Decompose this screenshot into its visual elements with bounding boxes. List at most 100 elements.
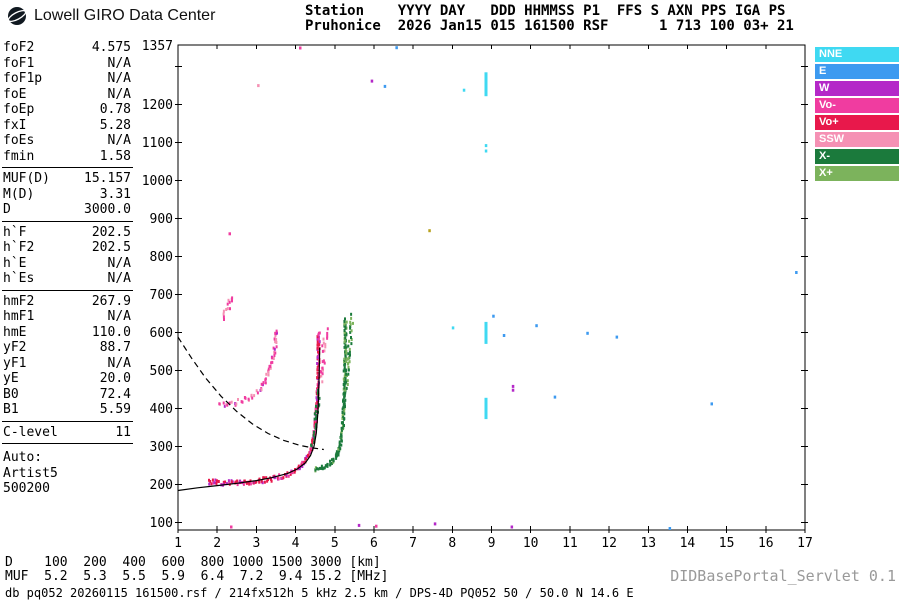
svg-text:700: 700 xyxy=(150,288,173,303)
svg-text:17: 17 xyxy=(797,536,813,551)
param-label: foEp xyxy=(3,102,35,117)
svg-text:5: 5 xyxy=(331,536,339,551)
svg-text:1100: 1100 xyxy=(142,136,173,151)
plot-frame xyxy=(177,44,806,531)
param-value: 72.4 xyxy=(99,386,131,402)
param-value: 88.7 xyxy=(99,340,131,355)
param-label: fxI xyxy=(3,117,27,133)
param-row-hmf1: hmF1 N/A xyxy=(2,309,133,325)
param-label: foF2 xyxy=(3,40,35,55)
svg-text:900: 900 xyxy=(150,212,173,227)
param-row-clevel: C-level 11 xyxy=(2,425,133,441)
param-row-fmin: fmin 1.58 xyxy=(2,149,133,165)
param-row-fof1p: foF1p N/A xyxy=(2,71,133,87)
param-label: h`Es xyxy=(3,271,35,286)
param-value: 3.31 xyxy=(99,186,131,202)
dmuf-table: D 100 200 400 600 800 1000 1500 3000 [km… xyxy=(5,555,389,584)
param-value: 15.157 xyxy=(84,171,131,186)
svg-text:1: 1 xyxy=(174,536,182,551)
param-value: 202.5 xyxy=(91,240,131,255)
param-label: hmF2 xyxy=(3,293,35,309)
param-value: N/A xyxy=(107,86,131,102)
param-row-hes: h`Es N/A xyxy=(2,271,133,287)
param-value: 11 xyxy=(115,424,131,440)
param-row-b0: B0 72.4 xyxy=(2,387,133,403)
param-row-yf1: yF1 N/A xyxy=(2,356,133,372)
param-value: N/A xyxy=(107,255,131,271)
svg-text:10: 10 xyxy=(523,536,539,551)
legend-item-vo+: Vo+ xyxy=(815,115,899,130)
param-row-hme: hmE 110.0 xyxy=(2,325,133,341)
legend-item-w: W xyxy=(815,81,899,96)
param-value: 0.78 xyxy=(99,102,131,117)
param-label: yF1 xyxy=(3,355,27,371)
svg-text:100: 100 xyxy=(150,516,173,531)
param-value: N/A xyxy=(107,133,131,148)
svg-text:500: 500 xyxy=(150,364,173,379)
station-info-values: Pruhonice 2026 Jan15 015 161500 RSF 1 71… xyxy=(305,18,794,34)
rfi-interference-bars xyxy=(484,72,488,420)
svg-text:4: 4 xyxy=(292,536,300,551)
param-label: h`E xyxy=(3,255,27,271)
autoscaling-block: Auto: Artist5 500200 xyxy=(2,450,133,497)
svg-text:200: 200 xyxy=(150,478,173,493)
param-value: 4.575 xyxy=(91,40,131,55)
param-label: hmE xyxy=(3,324,27,340)
model-dashed-curve xyxy=(177,336,324,451)
legend-item-ssw: SSW xyxy=(815,132,899,147)
status-bar: db pq052 20260115 161500.rsf / 214fx512h… xyxy=(5,586,634,600)
station-info-block: Station YYYY DAY DDD HHMMSS P1 FFS S AXN… xyxy=(305,4,794,34)
param-value: N/A xyxy=(107,309,131,324)
param-row-yf2: yF2 88.7 xyxy=(2,340,133,356)
autoscaling-line: Artist5 xyxy=(3,465,58,481)
svg-text:16: 16 xyxy=(758,536,774,551)
param-row-d: D 3000.0 xyxy=(2,202,133,218)
param-label: fmin xyxy=(3,148,35,164)
svg-text:13: 13 xyxy=(640,536,656,551)
param-row-fof2: foF2 4.575 xyxy=(2,40,133,56)
param-label: B1 xyxy=(3,402,19,417)
svg-text:7: 7 xyxy=(409,536,417,551)
param-label: foE xyxy=(3,86,27,102)
param-value: 110.0 xyxy=(91,324,131,340)
param-row-hmf2: hmF2 267.9 xyxy=(2,294,133,310)
svg-text:9: 9 xyxy=(488,536,496,551)
ionogram-echo-points xyxy=(208,46,798,530)
param-label: C-level xyxy=(3,424,58,440)
param-value: 5.59 xyxy=(99,402,131,417)
param-label: D xyxy=(3,202,11,217)
param-group: foF2 4.575 foF1 N/A foF1p N/A foE N/A foEp 0.78 fx… xyxy=(2,39,133,168)
svg-text:300: 300 xyxy=(150,440,173,455)
legend-item-e: E xyxy=(815,64,899,79)
plot-ticks xyxy=(175,45,808,533)
param-row-foes: foEs N/A xyxy=(2,133,133,149)
legend-item-x-: X- xyxy=(815,149,899,164)
profile-curves xyxy=(177,336,324,492)
legend: NNE E W Vo- Vo+ SSW X- X+ xyxy=(815,47,899,183)
param-group: C-level 11 xyxy=(2,424,133,444)
legend-item-vo-: Vo- xyxy=(815,98,899,113)
giro-logo-icon xyxy=(7,7,27,25)
param-label: yE xyxy=(3,371,19,386)
param-row-he: h`E N/A xyxy=(2,256,133,272)
svg-text:2: 2 xyxy=(213,536,221,551)
servlet-version: DIDBasePortal_Servlet 0.1 xyxy=(670,567,896,585)
svg-text:1000: 1000 xyxy=(142,174,173,189)
param-label: foF1 xyxy=(3,55,35,71)
svg-text:8: 8 xyxy=(448,536,456,551)
param-row-md: M(D) 3.31 xyxy=(2,187,133,203)
param-label: hmF1 xyxy=(3,309,35,324)
header-brand: Lowell GIRO Data Center xyxy=(6,5,215,27)
fitted-trace-solid-curve xyxy=(177,347,321,492)
param-value: 267.9 xyxy=(91,293,131,309)
svg-text:11: 11 xyxy=(562,536,578,551)
param-panel: foF2 4.575 foF1 N/A foF1p N/A foE N/A foEp 0.78 fx… xyxy=(2,39,133,497)
param-value: N/A xyxy=(107,71,131,86)
svg-text:1357: 1357 xyxy=(142,39,173,54)
param-label: MUF(D) xyxy=(3,171,50,186)
param-value: 3000.0 xyxy=(84,202,131,217)
svg-text:6: 6 xyxy=(370,536,378,551)
param-value: N/A xyxy=(107,271,131,286)
param-row-mufd: MUF(D) 15.157 xyxy=(2,171,133,187)
